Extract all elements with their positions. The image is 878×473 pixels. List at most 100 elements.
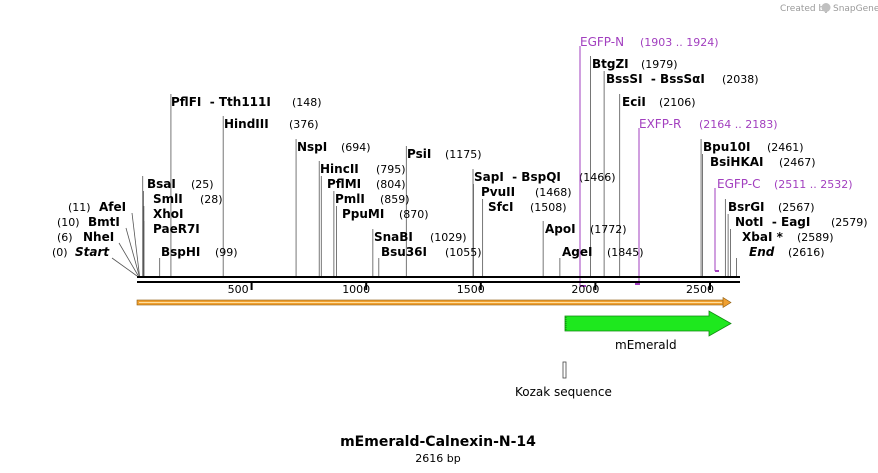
tick-500 — [250, 283, 253, 290]
map-title: mEmerald-Calnexin-N-14 — [340, 434, 536, 450]
orf-bar[interactable] — [136, 296, 732, 309]
feature-label-memerald: mEmerald — [615, 338, 677, 352]
sequence-backbone — [137, 276, 740, 283]
site-label-ppumi[interactable]: PpuMI — [342, 207, 384, 221]
site-pos-ppumi: (870) — [399, 208, 429, 221]
site-label-smli[interactable]: SmlI — [153, 192, 183, 206]
site-label-apoi[interactable]: ApoI — [545, 222, 576, 236]
site-pos-pflmi: (804) — [376, 178, 406, 191]
site-pos-ecii: (2106) — [659, 96, 696, 109]
site-label-afei[interactable]: AfeI — [99, 200, 126, 214]
site-label-bsu36i[interactable]: Bsu36I — [381, 245, 427, 259]
site-label-bpu10i[interactable]: Bpu10I — [703, 140, 750, 154]
site-label-agei[interactable]: AgeI — [562, 245, 592, 259]
primer-pos-exfp-r: (2164 .. 2183) — [699, 118, 778, 131]
snapgene-logo-icon — [821, 3, 831, 12]
site-pos-bsihkai: (2467) — [779, 156, 816, 169]
site-pos-xbai: (2589) — [797, 231, 834, 244]
site-label-bsphi[interactable]: BspHI — [161, 245, 200, 259]
site-label-xbai[interactable]: XbaI * — [742, 230, 784, 244]
credit-prefix: Created by — [780, 4, 830, 14]
site-label-end[interactable]: End — [749, 245, 775, 259]
site-label-bsssi[interactable]: BssSI - BssSαI — [606, 72, 705, 86]
site-label-hindiii[interactable]: HindIII — [224, 117, 269, 131]
site-pos-noti: (2579) — [831, 216, 868, 229]
leader-line-bmti — [125, 227, 140, 277]
feature-label-kozak: Kozak sequence — [515, 385, 612, 399]
site-pos-pmli: (859) — [380, 193, 410, 206]
tick-label-1000: 1000 — [342, 283, 370, 296]
tick-label-2000: 2000 — [571, 283, 599, 296]
snapgene-credit: Created by SnapGene — [780, 3, 878, 14]
site-pos-smli: (28) — [200, 193, 223, 206]
kozak-box — [562, 361, 567, 379]
backbone-bottom-strand — [137, 281, 740, 283]
site-label-sfci[interactable]: SfcI — [488, 200, 513, 214]
tick-label-1500: 1500 — [457, 283, 485, 296]
site-label-paer7i[interactable]: PaeR7I — [153, 222, 200, 236]
site-pos-snabi: (1029) — [430, 231, 467, 244]
primer-label-egfp-n[interactable]: EGFP-N — [580, 35, 624, 49]
map-length: 2616 bp — [415, 452, 460, 465]
primer-pos-egfp-c: (2511 .. 2532) — [774, 178, 853, 191]
primers: EGFP-N (1903 .. 1924) EXFP-R (2164 .. 21… — [579, 35, 853, 287]
site-label-snabi[interactable]: SnaBI — [374, 230, 413, 244]
feature-kozak[interactable]: Kozak sequence — [515, 361, 612, 399]
site-label-nspi[interactable]: NspI — [297, 140, 327, 154]
site-pos-btgzi: (1979) — [641, 58, 678, 71]
site-label-pvuii[interactable]: PvuII — [481, 185, 515, 199]
memerald-arrow — [564, 310, 732, 337]
site-pos-sapi: (1466) — [579, 171, 616, 184]
site-label-pflmi[interactable]: PflMI — [327, 177, 361, 191]
site-pos-pflfi: (148) — [292, 96, 322, 109]
site-pos-bsai: (25) — [191, 178, 214, 191]
primer-label-exfp-r[interactable]: EXFP-R — [639, 117, 681, 131]
feature-memerald[interactable]: mEmerald — [564, 310, 732, 352]
tick-2500 — [709, 283, 711, 290]
tick-label-2500: 2500 — [686, 283, 714, 296]
site-label-bsrgi[interactable]: BsrGI — [728, 200, 765, 214]
site-pos-end: (2616) — [788, 246, 825, 259]
site-pos-start: (0) — [52, 246, 68, 259]
site-label-ecii[interactable]: EciI — [622, 95, 646, 109]
site-pos-bsssi: (2038) — [722, 73, 759, 86]
site-pos-hindiii: (376) — [289, 118, 319, 131]
site-label-sapi[interactable]: SapI - BspQI — [474, 170, 561, 184]
leader-line-afei — [131, 212, 140, 277]
site-pos-bmti: (10) — [57, 216, 80, 229]
credit-brand: SnapGene — [833, 4, 878, 14]
site-pos-hincii: (795) — [376, 163, 406, 176]
backbone-top-strand — [137, 276, 740, 278]
site-pos-bsrgi: (2567) — [778, 201, 815, 214]
primer-pos-egfp-n: (1903 .. 1924) — [640, 36, 719, 49]
orf-arrow-icon — [722, 296, 732, 309]
tick-1000 — [365, 283, 368, 290]
site-pos-bpu10i: (2461) — [767, 141, 804, 154]
primer-label-egfp-c[interactable]: EGFP-C — [717, 177, 760, 191]
site-label-btgzi[interactable]: BtgZI — [592, 57, 629, 71]
site-pos-apoi: (1772) — [590, 223, 627, 236]
tick-2000 — [594, 283, 597, 290]
site-label-pflfi[interactable]: PflFI - Tth111I — [171, 95, 271, 109]
site-pos-nhei: (6) — [57, 231, 73, 244]
site-label-noti[interactable]: NotI - EagI — [735, 215, 810, 229]
site-label-start[interactable]: Start — [75, 245, 110, 259]
tick-1500 — [479, 283, 482, 290]
leader-line-nhei — [118, 242, 139, 277]
site-pos-sfci: (1508) — [530, 201, 567, 214]
site-pos-agei: (1845) — [607, 246, 644, 259]
site-label-bsai[interactable]: BsaI — [147, 177, 176, 191]
site-pos-bsu36i: (1055) — [445, 246, 482, 259]
site-label-hincii[interactable]: HincII — [320, 162, 359, 176]
site-label-psii[interactable]: PsiI — [407, 147, 431, 161]
site-pos-bsphi: (99) — [215, 246, 238, 259]
restriction-site-labels: (0) Start (6) NheI (10) BmtI (11) AfeI B… — [52, 57, 868, 259]
site-label-bsihkai[interactable]: BsiHKAI — [710, 155, 764, 169]
ruler-ticks: 500 1000 1500 2000 2500 — [228, 283, 714, 296]
tick-label-500: 500 — [228, 283, 249, 296]
site-label-nhei[interactable]: NheI — [83, 230, 114, 244]
site-label-pmli[interactable]: PmlI — [335, 192, 365, 206]
site-label-bmti[interactable]: BmtI — [88, 215, 120, 229]
site-label-xhoi[interactable]: XhoI — [153, 207, 184, 221]
